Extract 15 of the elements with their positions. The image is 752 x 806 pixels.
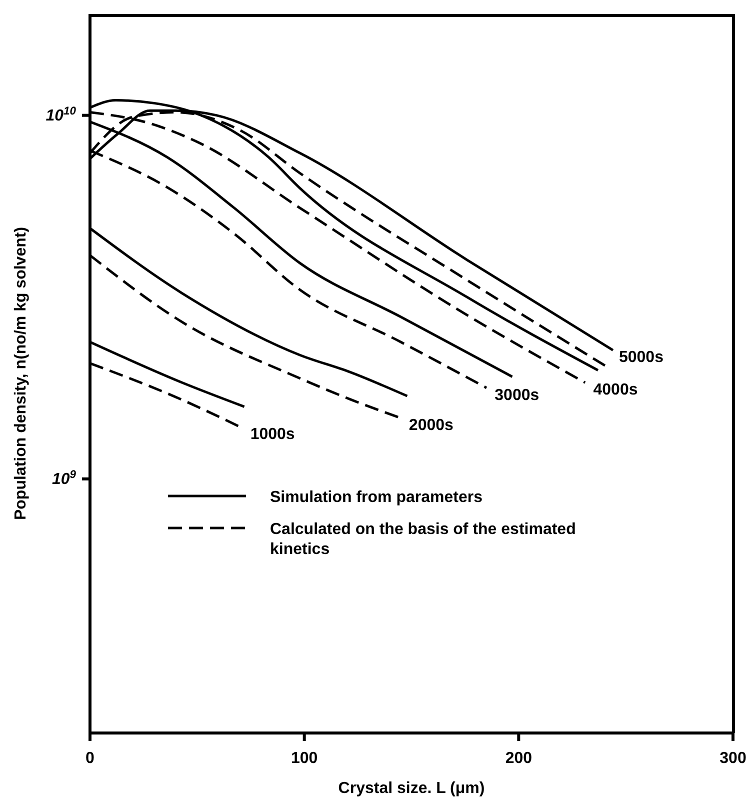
annotation: 1000s bbox=[250, 426, 295, 443]
annotation: 3000s bbox=[494, 386, 540, 404]
x-tick-label: 300 bbox=[720, 750, 746, 767]
x-tick-label: 100 bbox=[290, 750, 318, 767]
y-tick-label: 10$^{10}$ bbox=[46, 105, 77, 124]
x-axis-title: Crystal size. L (μm) bbox=[338, 780, 485, 797]
y-axis-title: Population density, n(no/m kg solvent) bbox=[12, 226, 30, 520]
annotation: 5000s bbox=[618, 349, 664, 366]
x-tick-label: 0 bbox=[86, 750, 95, 767]
annotation: 4000s bbox=[593, 382, 638, 399]
x-tick-label: 200 bbox=[505, 750, 532, 767]
y-tick-label: 10$^{9}$ bbox=[52, 468, 77, 488]
legend-label: Simulation from parameters bbox=[270, 488, 482, 508]
annotation: 2000s bbox=[408, 417, 454, 434]
legend-label: Calculated on the basis of the estimated kinetics bbox=[270, 520, 577, 560]
